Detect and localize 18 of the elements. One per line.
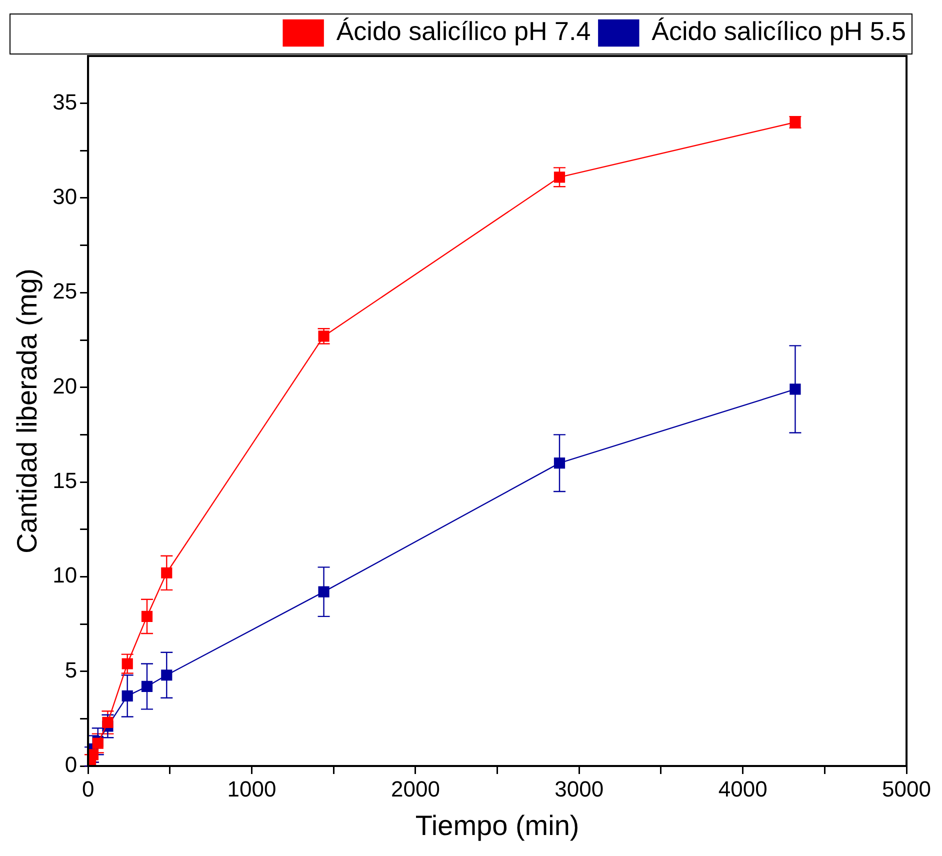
x-tick-label: 4000 — [718, 776, 768, 802]
y-tick-label: 20 — [52, 373, 78, 398]
x-tick-label: 1000 — [227, 776, 276, 802]
y-tick-label: 5 — [64, 657, 78, 682]
x-tick-label: 5000 — [882, 776, 932, 802]
y-tick-label: 35 — [52, 89, 78, 114]
y-tick-label: 0 — [64, 752, 78, 778]
x-axis-title: Tiempo (min) — [415, 810, 580, 841]
y-tick-label: 15 — [52, 468, 78, 494]
y-tick-label: 10 — [52, 562, 78, 588]
x-tick-label: 2000 — [390, 776, 440, 802]
legend-label: Ácido salicílico pH 7.4 — [336, 16, 591, 46]
y-tick-label: 30 — [52, 184, 78, 210]
x-tick-label: 0 — [82, 776, 94, 802]
legend-label: Ácido salicílico pH 5.5 — [652, 16, 906, 46]
y-tick-label: 25 — [52, 278, 78, 304]
x-tick-label: 3000 — [554, 776, 604, 802]
y-axis-title: Cantidad liberada (mg) — [12, 268, 43, 554]
